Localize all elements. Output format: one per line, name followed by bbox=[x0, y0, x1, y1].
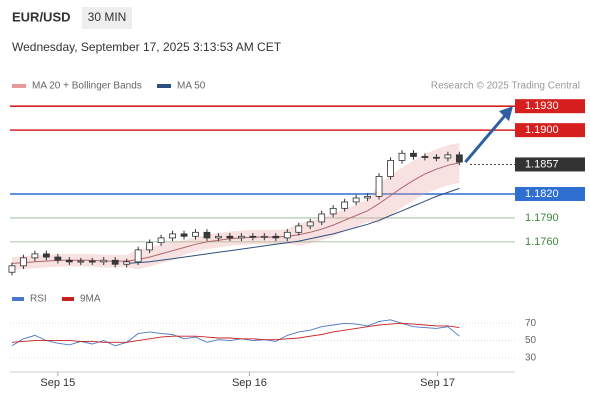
y-tick-label: 50 bbox=[525, 335, 537, 346]
moving-average bbox=[11, 162, 460, 264]
candle-body bbox=[352, 197, 360, 203]
timeframe: 30 MIN bbox=[88, 10, 127, 24]
candle-body bbox=[410, 152, 417, 157]
candle-body bbox=[8, 265, 16, 273]
candle-body bbox=[134, 249, 142, 263]
target-arrow bbox=[464, 112, 509, 164]
y-tick-label: 30 bbox=[525, 353, 537, 364]
candle-body bbox=[364, 195, 371, 199]
level-label: 1.1900 bbox=[525, 124, 559, 136]
candle-body bbox=[226, 235, 234, 239]
candle-body bbox=[387, 160, 394, 177]
candle-body bbox=[157, 237, 165, 244]
credit: Research © 2025 Trading Central bbox=[431, 81, 580, 92]
candle-body bbox=[192, 231, 199, 237]
candle-body bbox=[146, 242, 154, 251]
candle-body bbox=[65, 259, 73, 263]
series-line bbox=[11, 319, 460, 347]
y-tick-label: 70 bbox=[525, 318, 537, 329]
level-label: 1.1760 bbox=[525, 236, 559, 248]
level-label: 1.1790 bbox=[525, 212, 559, 224]
series-line bbox=[11, 322, 460, 343]
legend-swatch bbox=[12, 84, 26, 88]
candle-body bbox=[111, 259, 119, 265]
candle-body bbox=[88, 260, 96, 263]
candle-body bbox=[249, 235, 257, 238]
candle-body bbox=[306, 221, 314, 227]
candle-body bbox=[444, 154, 452, 159]
candle-body bbox=[433, 156, 440, 159]
candle-body bbox=[42, 253, 50, 258]
candle-body bbox=[329, 207, 337, 215]
legend-label: MA 20 + Bollinger Bands bbox=[32, 81, 142, 92]
target-arrowhead bbox=[499, 106, 513, 122]
legend-label: 9MA bbox=[80, 294, 101, 305]
legend-swatch bbox=[157, 84, 171, 88]
legend-label: RSI bbox=[30, 294, 47, 305]
level-box bbox=[515, 157, 585, 172]
level-label: 1.1820 bbox=[525, 188, 559, 200]
timeframe-box bbox=[82, 7, 132, 29]
level-label: 1.1930 bbox=[525, 100, 559, 112]
level-label: 1.1857 bbox=[525, 158, 559, 170]
legend-swatch bbox=[62, 297, 74, 301]
candle-body bbox=[215, 235, 222, 239]
candle-body bbox=[31, 253, 39, 259]
candle-body bbox=[100, 259, 108, 263]
candle-body bbox=[421, 156, 429, 158]
candle-body bbox=[341, 201, 349, 209]
legend-label: MA 50 bbox=[177, 81, 206, 92]
candle-body bbox=[54, 256, 62, 261]
candle-body bbox=[318, 213, 326, 223]
candle-body bbox=[203, 231, 211, 239]
candle-body bbox=[180, 233, 188, 237]
datetime: Wednesday, September 17, 2025 3:13:53 AM… bbox=[12, 40, 282, 54]
level-box bbox=[515, 99, 585, 114]
candle-body bbox=[398, 152, 406, 161]
candle-body bbox=[20, 257, 27, 267]
candle-body bbox=[123, 261, 131, 265]
x-tick-label: Sep 16 bbox=[232, 377, 267, 389]
level-box bbox=[515, 186, 585, 201]
legend-swatch bbox=[12, 297, 24, 301]
candle-body bbox=[283, 231, 291, 239]
x-tick-label: Sep 15 bbox=[40, 377, 75, 389]
candle-body bbox=[295, 225, 303, 233]
candle-body bbox=[77, 260, 85, 263]
x-tick-label: Sep 17 bbox=[420, 377, 455, 389]
candle-body bbox=[169, 233, 176, 239]
level-box bbox=[515, 123, 585, 138]
candle-body bbox=[455, 154, 463, 163]
candle-body bbox=[375, 176, 383, 197]
candle-body bbox=[237, 235, 245, 239]
candle-body bbox=[260, 235, 268, 238]
moving-average bbox=[126, 187, 460, 264]
symbol: EUR/USD bbox=[12, 9, 71, 24]
candle-body bbox=[272, 235, 280, 239]
